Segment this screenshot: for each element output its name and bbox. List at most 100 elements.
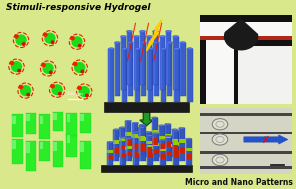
FancyArrow shape: [140, 109, 153, 126]
Bar: [186, 139, 187, 165]
Bar: [53, 113, 57, 120]
Bar: [113, 140, 119, 144]
Bar: [174, 49, 176, 102]
Bar: [147, 36, 152, 90]
Bar: [147, 136, 152, 165]
Bar: [160, 36, 165, 90]
Polygon shape: [147, 20, 162, 51]
Bar: [132, 123, 139, 157]
Bar: [173, 142, 179, 146]
Ellipse shape: [160, 139, 166, 141]
Bar: [161, 49, 162, 102]
Circle shape: [78, 45, 81, 47]
Bar: [53, 141, 63, 167]
Bar: [167, 43, 173, 96]
Ellipse shape: [161, 48, 167, 50]
Bar: [141, 43, 146, 96]
Bar: [154, 43, 155, 96]
Bar: [200, 22, 292, 40]
Ellipse shape: [165, 123, 171, 125]
Ellipse shape: [166, 30, 172, 33]
Bar: [200, 113, 292, 116]
Bar: [119, 128, 121, 157]
Ellipse shape: [158, 125, 165, 126]
Ellipse shape: [174, 48, 180, 50]
Bar: [107, 150, 113, 153]
Ellipse shape: [147, 35, 152, 38]
Bar: [80, 141, 91, 169]
Ellipse shape: [133, 131, 140, 133]
Bar: [152, 130, 157, 134]
Bar: [200, 36, 292, 40]
Bar: [139, 143, 144, 147]
Circle shape: [43, 64, 53, 73]
Ellipse shape: [113, 129, 120, 130]
Bar: [146, 132, 152, 157]
Bar: [153, 31, 158, 84]
Bar: [108, 49, 110, 102]
Circle shape: [15, 35, 18, 38]
Bar: [147, 36, 148, 90]
Bar: [160, 154, 166, 159]
Ellipse shape: [145, 131, 152, 133]
Bar: [40, 116, 43, 124]
Text: Micro and Nano Patterns: Micro and Nano Patterns: [185, 178, 293, 187]
Bar: [120, 36, 122, 90]
Circle shape: [86, 94, 88, 97]
Circle shape: [27, 93, 30, 96]
Ellipse shape: [139, 124, 146, 126]
Circle shape: [212, 154, 228, 166]
Polygon shape: [225, 20, 258, 50]
Bar: [147, 136, 148, 165]
Bar: [120, 36, 126, 90]
Bar: [122, 49, 123, 102]
Text: ✗: ✗: [262, 135, 270, 144]
Bar: [126, 132, 131, 136]
Circle shape: [81, 70, 84, 73]
Bar: [186, 154, 192, 159]
Ellipse shape: [108, 48, 114, 50]
Bar: [107, 142, 113, 165]
Bar: [101, 165, 192, 172]
Bar: [66, 134, 77, 157]
Ellipse shape: [186, 138, 192, 140]
Circle shape: [72, 37, 82, 47]
Bar: [173, 131, 179, 165]
Ellipse shape: [148, 48, 153, 50]
Bar: [165, 124, 171, 154]
Ellipse shape: [119, 127, 126, 128]
Bar: [153, 31, 154, 84]
Ellipse shape: [172, 129, 178, 130]
Bar: [26, 142, 30, 153]
Bar: [80, 114, 84, 121]
Text: 100 μm: 100 μm: [67, 91, 83, 95]
Bar: [12, 114, 23, 138]
Circle shape: [51, 41, 54, 43]
Bar: [12, 115, 16, 124]
Bar: [108, 49, 114, 102]
Bar: [200, 166, 292, 169]
Ellipse shape: [115, 42, 120, 44]
Ellipse shape: [160, 35, 165, 38]
Bar: [179, 147, 185, 153]
Bar: [152, 149, 159, 154]
Bar: [122, 49, 127, 102]
FancyArrow shape: [244, 135, 288, 144]
Bar: [166, 136, 167, 161]
Bar: [148, 49, 153, 102]
Ellipse shape: [135, 48, 140, 50]
Bar: [160, 36, 161, 90]
Circle shape: [49, 71, 52, 74]
Circle shape: [45, 33, 55, 43]
Bar: [139, 125, 141, 161]
Bar: [152, 138, 157, 145]
Bar: [173, 36, 174, 90]
Bar: [160, 140, 161, 165]
Ellipse shape: [126, 137, 133, 139]
Circle shape: [16, 35, 26, 45]
Circle shape: [10, 61, 14, 65]
Bar: [107, 155, 113, 160]
Bar: [126, 138, 128, 161]
Bar: [200, 151, 292, 154]
Bar: [166, 31, 171, 84]
